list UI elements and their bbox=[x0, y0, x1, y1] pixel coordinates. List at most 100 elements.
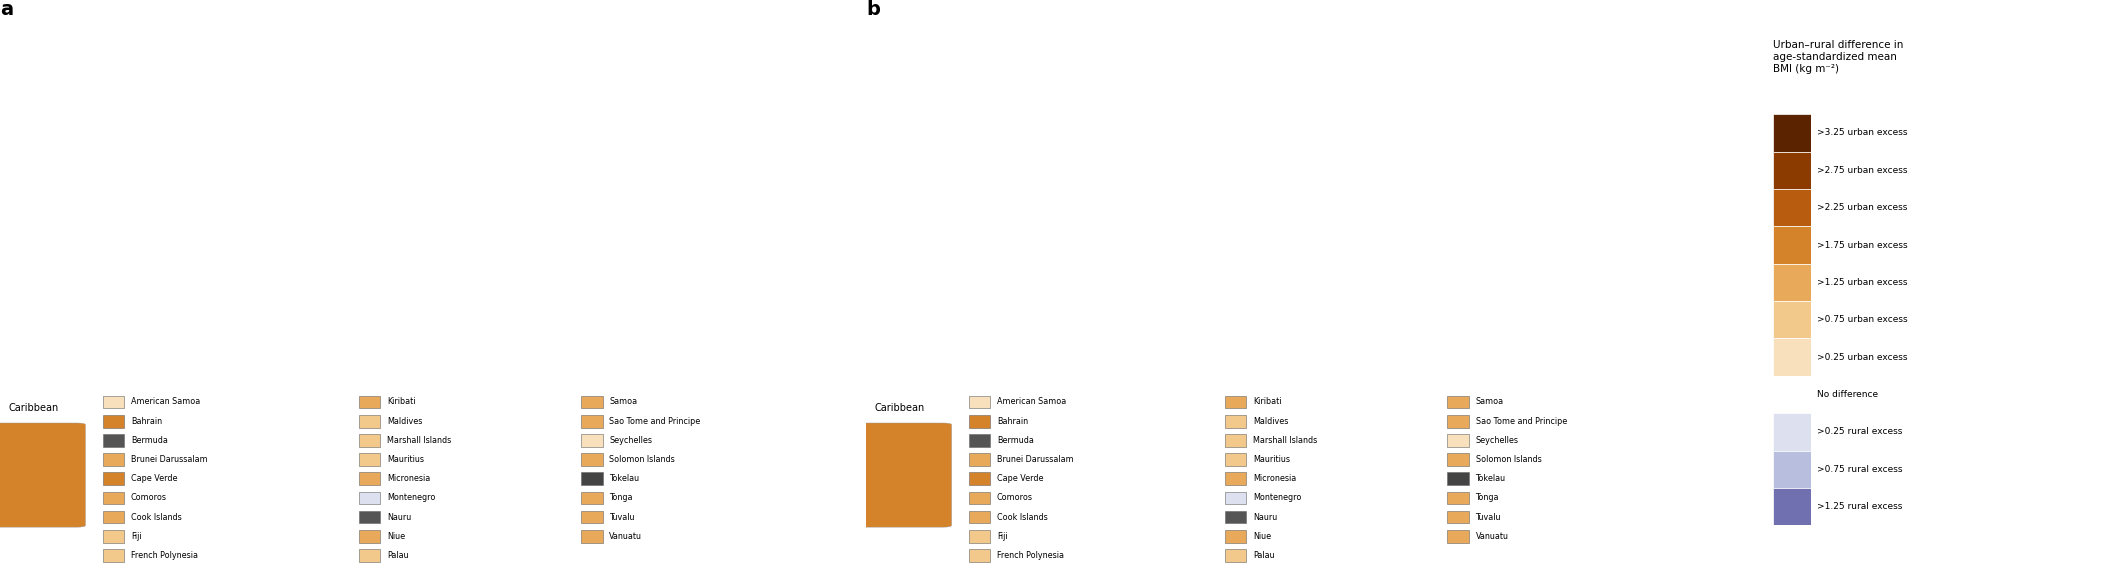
Bar bbox=[359, 530, 380, 542]
Text: Solomon Islands: Solomon Islands bbox=[609, 455, 675, 464]
Text: Bermuda: Bermuda bbox=[132, 436, 168, 445]
Bar bbox=[1225, 549, 1246, 562]
Bar bbox=[1225, 510, 1246, 524]
Bar bbox=[582, 415, 603, 428]
Bar bbox=[968, 434, 989, 447]
Bar bbox=[1448, 530, 1469, 542]
Bar bbox=[968, 396, 989, 408]
Bar bbox=[582, 510, 603, 524]
Bar bbox=[102, 453, 123, 466]
Text: Cape Verde: Cape Verde bbox=[998, 475, 1042, 483]
Bar bbox=[359, 415, 380, 428]
Bar bbox=[102, 434, 123, 447]
Text: Kiribati: Kiribati bbox=[1253, 397, 1282, 407]
Text: b: b bbox=[866, 0, 881, 19]
Bar bbox=[968, 453, 989, 466]
Text: Palau: Palau bbox=[1253, 551, 1276, 560]
Bar bbox=[582, 434, 603, 447]
Text: Tuvalu: Tuvalu bbox=[1475, 513, 1501, 521]
Bar bbox=[102, 510, 123, 524]
Bar bbox=[359, 549, 380, 562]
Text: French Polynesia: French Polynesia bbox=[132, 551, 197, 560]
Text: Bermuda: Bermuda bbox=[998, 436, 1034, 445]
Text: Mauritius: Mauritius bbox=[386, 455, 425, 464]
Bar bbox=[582, 472, 603, 485]
Bar bbox=[1773, 413, 1811, 451]
Text: Micronesia: Micronesia bbox=[1253, 475, 1297, 483]
Bar bbox=[1448, 472, 1469, 485]
Text: Vanuatu: Vanuatu bbox=[609, 532, 643, 541]
Bar bbox=[102, 549, 123, 562]
Text: Nauru: Nauru bbox=[386, 513, 412, 521]
Text: >2.25 urban excess: >2.25 urban excess bbox=[1817, 203, 1906, 212]
Text: Montenegro: Montenegro bbox=[386, 493, 435, 502]
Bar bbox=[968, 549, 989, 562]
Text: Cook Islands: Cook Islands bbox=[998, 513, 1047, 521]
Text: Fiji: Fiji bbox=[998, 532, 1008, 541]
Text: Niue: Niue bbox=[386, 532, 405, 541]
Text: a: a bbox=[0, 0, 13, 19]
Bar bbox=[1448, 453, 1469, 466]
Text: Samoa: Samoa bbox=[1475, 397, 1503, 407]
Text: Mauritius: Mauritius bbox=[1253, 455, 1291, 464]
Text: Tokelau: Tokelau bbox=[1475, 475, 1505, 483]
Bar bbox=[102, 530, 123, 542]
Text: Comoros: Comoros bbox=[132, 493, 168, 502]
Bar bbox=[1448, 434, 1469, 447]
Bar bbox=[359, 492, 380, 504]
Text: No difference: No difference bbox=[1817, 390, 1877, 399]
Text: Caribbean: Caribbean bbox=[875, 403, 926, 413]
Text: Marshall Islands: Marshall Islands bbox=[1253, 436, 1318, 445]
Bar bbox=[359, 453, 380, 466]
Bar bbox=[1225, 453, 1246, 466]
Bar bbox=[582, 530, 603, 542]
Text: Seychelles: Seychelles bbox=[609, 436, 652, 445]
Text: Tonga: Tonga bbox=[609, 493, 633, 502]
Text: Cook Islands: Cook Islands bbox=[132, 513, 183, 521]
Text: Brunei Darussalam: Brunei Darussalam bbox=[998, 455, 1074, 464]
Bar bbox=[1225, 396, 1246, 408]
Text: >0.25 urban excess: >0.25 urban excess bbox=[1817, 353, 1906, 361]
Text: Fiji: Fiji bbox=[132, 532, 142, 541]
Bar bbox=[1773, 451, 1811, 488]
Bar bbox=[582, 453, 603, 466]
Bar bbox=[1448, 396, 1469, 408]
Bar bbox=[1773, 488, 1811, 525]
Text: >1.25 urban excess: >1.25 urban excess bbox=[1817, 278, 1906, 287]
Text: American Samoa: American Samoa bbox=[998, 397, 1066, 407]
Bar bbox=[359, 396, 380, 408]
Bar bbox=[1773, 264, 1811, 301]
Text: Tokelau: Tokelau bbox=[609, 475, 639, 483]
Text: >1.25 rural excess: >1.25 rural excess bbox=[1817, 502, 1902, 511]
Text: Cape Verde: Cape Verde bbox=[132, 475, 176, 483]
Text: >0.75 urban excess: >0.75 urban excess bbox=[1817, 315, 1906, 324]
Text: Sao Tome and Principe: Sao Tome and Principe bbox=[609, 417, 701, 425]
Text: Maldives: Maldives bbox=[1253, 417, 1289, 425]
FancyBboxPatch shape bbox=[858, 423, 951, 527]
Text: Tuvalu: Tuvalu bbox=[609, 513, 635, 521]
Bar bbox=[1225, 530, 1246, 542]
Bar bbox=[582, 492, 603, 504]
Text: Caribbean: Caribbean bbox=[8, 403, 59, 413]
Text: Samoa: Samoa bbox=[609, 397, 637, 407]
Bar bbox=[102, 492, 123, 504]
Text: Maldives: Maldives bbox=[386, 417, 422, 425]
Bar bbox=[102, 396, 123, 408]
Text: Niue: Niue bbox=[1253, 532, 1272, 541]
Text: >1.75 urban excess: >1.75 urban excess bbox=[1817, 240, 1906, 250]
Bar bbox=[102, 472, 123, 485]
Bar bbox=[359, 472, 380, 485]
Bar bbox=[1448, 510, 1469, 524]
Text: Urban–rural difference in
age-standardized mean
BMI (kg m⁻²): Urban–rural difference in age-standardiz… bbox=[1773, 41, 1902, 74]
Text: >0.25 rural excess: >0.25 rural excess bbox=[1817, 427, 1902, 436]
Text: Nauru: Nauru bbox=[1253, 513, 1278, 521]
Text: American Samoa: American Samoa bbox=[132, 397, 200, 407]
Text: Micronesia: Micronesia bbox=[386, 475, 431, 483]
Bar bbox=[1225, 434, 1246, 447]
Bar bbox=[582, 396, 603, 408]
Bar bbox=[359, 434, 380, 447]
Bar bbox=[1773, 226, 1811, 264]
Bar bbox=[1225, 472, 1246, 485]
Bar bbox=[1225, 415, 1246, 428]
Bar bbox=[1773, 114, 1811, 151]
